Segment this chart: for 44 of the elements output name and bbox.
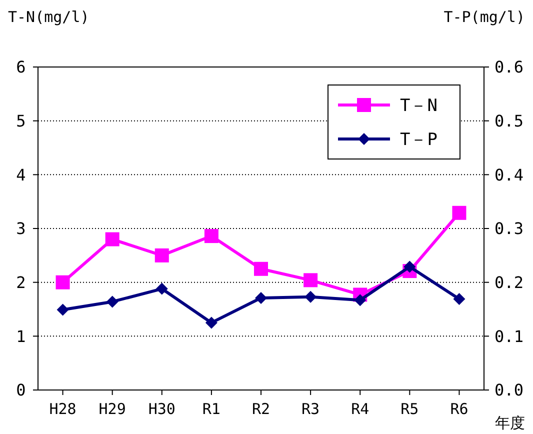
x-tick-label: R6: [450, 400, 468, 418]
x-tick-label: H30: [148, 400, 176, 418]
y-tick-label: 6: [16, 58, 26, 77]
y2-tick-label: 0.2: [494, 272, 524, 292]
y2-tick-label: 0.3: [494, 219, 524, 238]
x-tick-label: R4: [351, 400, 370, 418]
y-tick-label: 3: [16, 219, 26, 238]
legend-label: T－P: [400, 130, 438, 150]
point: [255, 292, 267, 304]
point: [304, 290, 317, 303]
x-tick-label: R1: [202, 400, 220, 418]
point: [154, 248, 169, 262]
point: [56, 275, 70, 290]
point: [354, 294, 366, 306]
y2-tick-label: 0.6: [494, 58, 524, 77]
x-tick-label: H29: [98, 400, 126, 418]
y2-tick-label: 0.5: [494, 111, 524, 130]
x-tick-label: R3: [302, 400, 320, 418]
x-axis-title: 年度: [495, 414, 525, 432]
y-tick-label: 4: [16, 165, 26, 184]
y-axis-title: T-N(mg/l): [8, 8, 90, 26]
point: [254, 262, 268, 276]
point: [304, 273, 318, 288]
y-tick-label: 2: [16, 272, 26, 292]
point: [404, 260, 416, 273]
point: [204, 229, 218, 244]
y2-tick-label: 0.0: [494, 380, 524, 400]
y-tick-label: 0: [16, 380, 26, 400]
point: [56, 304, 69, 316]
x-tick-label: R2: [252, 400, 270, 418]
y2-axis-title: T-P(mg/l): [444, 8, 525, 26]
x-tick-label: R5: [400, 400, 419, 418]
x-tick-label: H28: [49, 400, 76, 418]
point: [105, 232, 120, 246]
y2-tick-label: 0.4: [494, 165, 524, 184]
point: [106, 296, 118, 308]
legend-label: T－N: [400, 96, 438, 116]
point: [452, 206, 466, 220]
y-tick-label: 5: [16, 111, 26, 130]
point: [156, 282, 168, 295]
point: [453, 293, 466, 306]
point: [205, 316, 218, 329]
y2-tick-label: 0.1: [494, 326, 524, 346]
y-tick-label: 1: [16, 326, 26, 346]
